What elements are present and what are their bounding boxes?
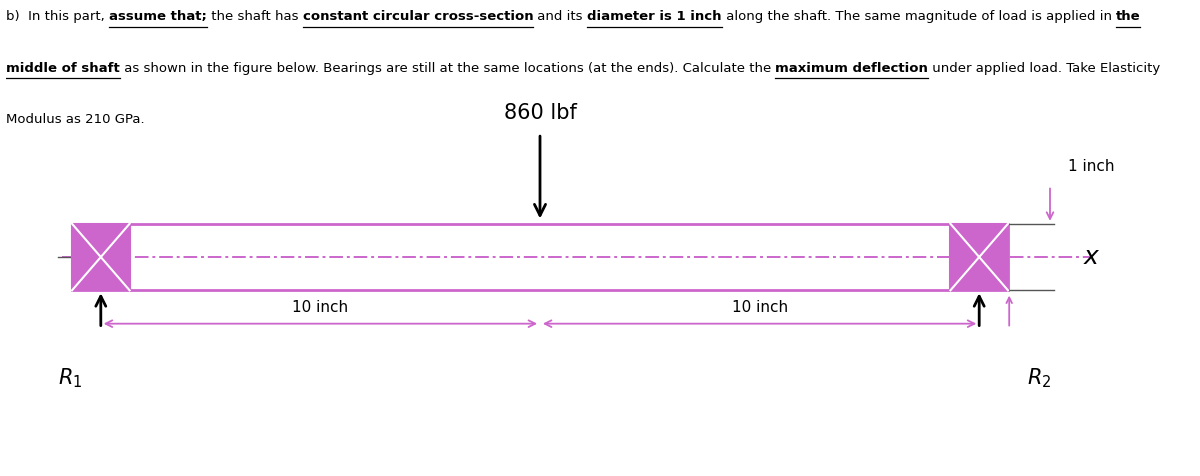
Text: under applied load. Take Elasticity: under applied load. Take Elasticity — [928, 62, 1160, 75]
Text: $R_2$: $R_2$ — [1027, 367, 1051, 390]
Text: $x$: $x$ — [1084, 245, 1100, 269]
Text: the: the — [1116, 10, 1140, 23]
Bar — [72, 224, 1008, 290]
Text: and its: and its — [533, 10, 587, 23]
Text: 10 inch: 10 inch — [732, 300, 787, 315]
Bar — [72, 224, 130, 290]
Text: the shaft has: the shaft has — [206, 10, 302, 23]
Text: diameter is 1 inch: diameter is 1 inch — [587, 10, 721, 23]
Text: $R_1$: $R_1$ — [58, 367, 82, 390]
Text: b)  In this part,: b) In this part, — [6, 10, 109, 23]
Text: maximum deflection: maximum deflection — [775, 62, 928, 75]
Text: assume that;: assume that; — [109, 10, 206, 23]
Text: middle of shaft: middle of shaft — [6, 62, 120, 75]
Text: along the shaft. The same magnitude of load is applied in: along the shaft. The same magnitude of l… — [721, 10, 1116, 23]
Text: 10 inch: 10 inch — [293, 300, 348, 315]
Text: as shown in the figure below. Bearings are still at the same locations (at the e: as shown in the figure below. Bearings a… — [120, 62, 775, 75]
Text: Modulus as 210 GPa.: Modulus as 210 GPa. — [6, 113, 145, 126]
Text: 1 inch: 1 inch — [1068, 159, 1115, 174]
Text: 860 lbf: 860 lbf — [504, 103, 576, 123]
Bar — [950, 224, 1008, 290]
Text: constant circular cross-section: constant circular cross-section — [302, 10, 533, 23]
